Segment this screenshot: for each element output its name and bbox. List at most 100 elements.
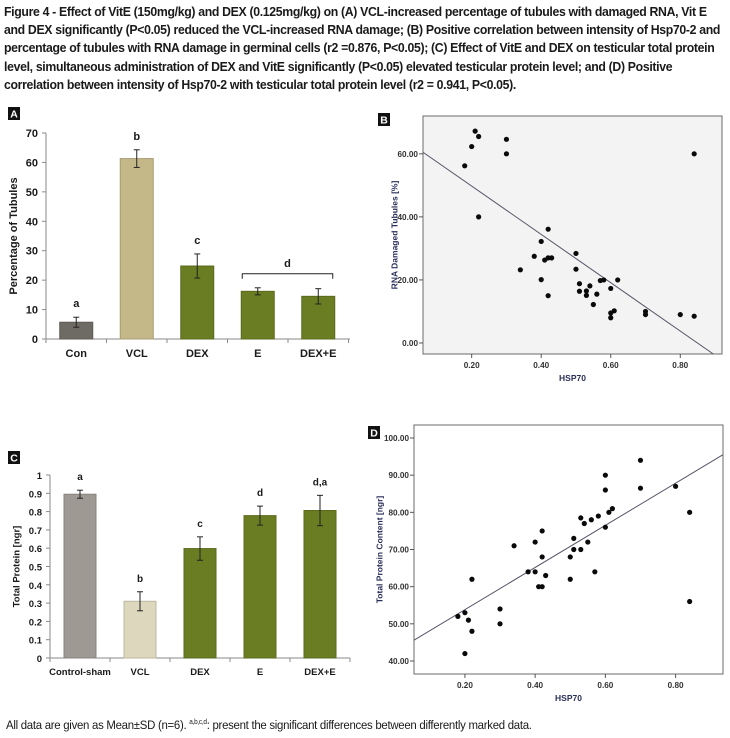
- y-tick-label: 0.8: [29, 508, 42, 519]
- y-tick-label: 80.00: [389, 508, 410, 517]
- data-point: [462, 650, 468, 657]
- y-tick-label: 0: [37, 654, 42, 665]
- y-axis-title: RNA Damaged Tubules [%]: [389, 181, 399, 290]
- y-axis-title: Total Protein Content [ngr]: [374, 496, 384, 604]
- bar-vcl: [119, 158, 154, 340]
- panel-label-d: D: [370, 428, 378, 440]
- y-tick-label: 0.9: [29, 489, 42, 500]
- data-point: [571, 546, 577, 553]
- data-point: [578, 515, 584, 521]
- data-point: [503, 136, 510, 142]
- data-point: [573, 250, 579, 257]
- regression-line: [413, 454, 724, 641]
- y-tick-label: 50: [26, 187, 38, 199]
- significance-letter: b: [133, 131, 140, 143]
- data-point: [476, 133, 482, 140]
- data-point: [567, 554, 573, 560]
- data-point: [637, 457, 644, 463]
- data-point: [539, 584, 545, 590]
- data-point: [606, 509, 612, 515]
- figure-caption: Figure 4 - Effect of VitE (150mg/kg) and…: [4, 4, 721, 92]
- data-point: [691, 151, 697, 157]
- x-tick-label: 0.80: [672, 361, 688, 370]
- data-point: [576, 281, 583, 287]
- data-point: [511, 543, 517, 549]
- panel-b-scatter-chart: B 0.00 20.00 40.00 60.00 0.20 0.40 0.60 0.80 HSP7…: [378, 113, 723, 383]
- data-point: [601, 277, 607, 283]
- bar-dex-e: [303, 510, 337, 659]
- data-point: [532, 539, 538, 545]
- data-point: [585, 539, 591, 545]
- data-point: [611, 308, 617, 314]
- x-category-label: DEX+E: [304, 667, 335, 678]
- data-point: [503, 151, 510, 157]
- data-point: [549, 255, 555, 261]
- data-point: [594, 291, 600, 297]
- x-category-label: VCL: [126, 348, 148, 360]
- panel-label-box: [8, 451, 20, 464]
- y-axis-title: Total Protein [ngr]: [12, 526, 23, 608]
- x-axis-title: HSP70: [559, 373, 586, 383]
- x-axis-title: HSP70: [555, 693, 582, 703]
- data-point: [573, 266, 579, 272]
- y-tick-label: 90.00: [389, 471, 410, 480]
- y-tick-label: 30: [26, 246, 38, 258]
- significance-letter: b: [137, 574, 143, 585]
- data-point: [532, 569, 538, 575]
- x-category-label: E: [257, 667, 263, 678]
- data-point: [602, 472, 608, 478]
- plot-area: [422, 115, 723, 355]
- x-category-label: DEX: [190, 667, 210, 678]
- data-point: [608, 315, 614, 321]
- data-point: [583, 288, 590, 294]
- panel-label-box: [378, 113, 390, 126]
- y-tick-label: 70: [26, 128, 38, 140]
- data-point: [476, 214, 482, 220]
- bar-e: [243, 515, 277, 659]
- y-tick-label: 1: [37, 471, 43, 482]
- y-tick-label: 40.00: [389, 657, 410, 666]
- data-point: [576, 288, 583, 294]
- panel-label-c: C: [10, 453, 18, 465]
- significance-letter: d,a: [313, 477, 328, 488]
- data-point: [469, 576, 475, 582]
- data-point: [602, 524, 608, 530]
- data-point: [497, 606, 503, 612]
- significance-letter: d: [257, 488, 263, 499]
- data-point: [469, 143, 475, 150]
- data-point: [543, 572, 549, 579]
- data-point: [472, 128, 478, 134]
- footnote-prefix: All data are given as Mean±SD (n=6).: [6, 718, 187, 732]
- data-point: [588, 517, 594, 523]
- y-tick-label: 0.7: [29, 526, 42, 537]
- y-tick-label: 60: [26, 157, 38, 169]
- panel-d-scatter-chart: D 40.00 50.00 60.00 70.00 80.00 90.00 100.00 0.2…: [368, 424, 724, 703]
- data-point: [469, 628, 475, 634]
- data-point: [637, 485, 644, 491]
- y-tick-label: 0.6: [29, 544, 42, 555]
- x-category-label: E: [254, 348, 261, 360]
- group-bracket: [241, 273, 334, 279]
- data-point: [497, 621, 503, 627]
- y-tick-label: 0.00: [402, 339, 418, 348]
- data-point: [538, 238, 544, 245]
- x-tick-label: 0.60: [597, 681, 613, 690]
- data-point: [672, 483, 679, 489]
- x-category-label: VCL: [131, 667, 150, 678]
- data-point: [608, 285, 614, 292]
- data-point: [592, 569, 598, 575]
- data-point: [455, 613, 461, 619]
- y-tick-label: 0.2: [29, 617, 42, 628]
- bar-dex: [183, 548, 217, 659]
- footnote-suffix: : present the significant differences be…: [206, 718, 532, 732]
- data-point: [545, 226, 551, 232]
- y-tick-label: 0.3: [29, 599, 42, 610]
- panel-label-box: [8, 107, 20, 120]
- x-category-label: DEX: [186, 348, 209, 360]
- group-bracket-letter: d: [284, 258, 291, 270]
- y-tick-label: 0.4: [29, 581, 43, 592]
- data-point: [462, 163, 468, 169]
- data-point: [567, 576, 573, 582]
- y-tick-label: 0.1: [29, 636, 43, 647]
- y-tick-label: 60.00: [389, 583, 410, 592]
